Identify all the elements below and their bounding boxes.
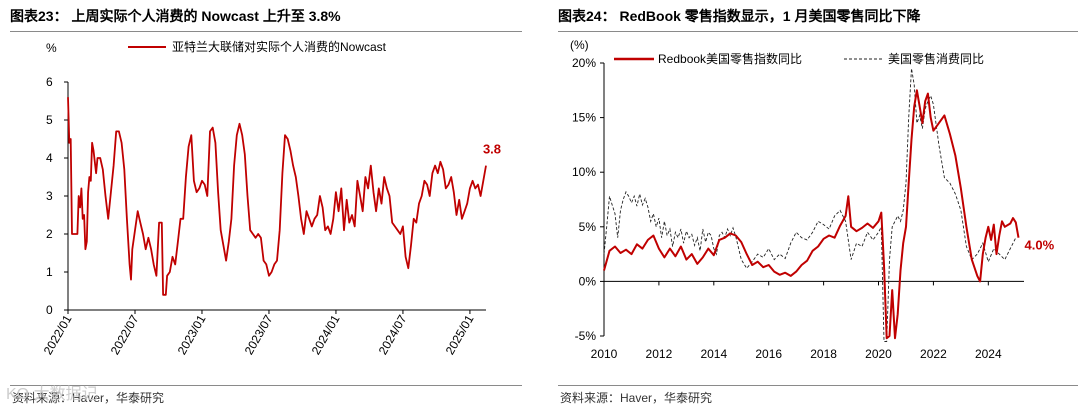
x-tick-label: 2023/07: [242, 312, 276, 357]
title-divider: [10, 31, 522, 32]
chart-title: 图表23： 上周实际个人消费的 Nowcast 上升至 3.8%: [10, 8, 341, 24]
legend-label-redbook: Redbook美国零售指数同比: [658, 51, 802, 66]
legend-label-retail: 美国零售消费同比: [888, 51, 984, 66]
y-tick-label: 10%: [572, 165, 596, 179]
y-tick-label: 6: [46, 75, 53, 89]
source-divider: [558, 385, 1078, 386]
chart-title: 图表24： RedBook 零售指数显示，1 月美国零售同比下降: [558, 8, 921, 24]
x-tick-label: 2023/01: [175, 312, 209, 357]
y-tick-label: 5%: [579, 220, 597, 234]
nowcast-series-line: [67, 97, 487, 296]
y-tick-label: 4: [46, 151, 53, 165]
watermark: KO 大数据记: [6, 386, 98, 403]
x-tick-label: 2022: [920, 347, 947, 361]
chart-panel-redbook: 图表24： RedBook 零售指数显示，1 月美国零售同比下降 (%) 20% 1…: [548, 0, 1080, 411]
y-axis-label: (%): [570, 38, 589, 52]
y-tick-label: 0: [46, 303, 53, 317]
source-divider: [10, 385, 522, 386]
y-tick-label: 15%: [572, 111, 596, 125]
x-tick-label: 2012: [646, 347, 673, 361]
chart-panel-nowcast: 图表23： 上周实际个人消费的 Nowcast 上升至 3.8% % 0 1 2 3 4 5…: [0, 0, 530, 411]
source-note: 资料来源：Haver，华泰研究: [560, 391, 713, 405]
y-tick-label: 1: [46, 265, 53, 279]
x-tick-label: 2014: [700, 347, 727, 361]
title-divider: [558, 31, 1078, 32]
x-tick-label: 2024: [975, 347, 1002, 361]
data-label: 3.8: [483, 142, 501, 157]
redbook-chart: (%) 20% 15% 10% 5% 0% -5% 2010 2012 2014 2016 2018 2…: [570, 38, 1055, 361]
x-tick-label: 2016: [755, 347, 782, 361]
y-tick-label: -5%: [575, 329, 597, 343]
nowcast-chart: % 0 1 2 3 4 5 6 2022/01 2022/07 2023/01 2023/07 2024…: [41, 39, 501, 357]
x-tick-label: 2022/01: [41, 312, 75, 357]
y-tick-label: 2: [46, 227, 53, 241]
redbook-series-line: [603, 89, 1020, 340]
y-tick-label: 0%: [579, 274, 597, 288]
x-tick-label: 2022/07: [108, 312, 142, 357]
x-tick-label: 2018: [810, 347, 837, 361]
x-tick-label: 2020: [865, 347, 892, 361]
x-tick-label: 2024/07: [376, 312, 410, 357]
x-tick-label: 2024/01: [309, 312, 343, 357]
data-label: 4.0%: [1025, 238, 1055, 253]
x-tick-label: 2025/01: [443, 312, 477, 357]
legend-label: 亚特兰大联储对实际个人消费的Nowcast: [172, 39, 387, 54]
y-tick-label: 3: [46, 189, 53, 203]
source-note: 资料来源：Haver，华泰研究: [12, 391, 165, 405]
x-tick-label: 2010: [591, 347, 618, 361]
retail-sales-series-line: [603, 68, 1017, 342]
y-axis-label: %: [46, 41, 57, 55]
y-tick-label: 5: [46, 113, 53, 127]
y-tick-label: 20%: [572, 56, 596, 70]
